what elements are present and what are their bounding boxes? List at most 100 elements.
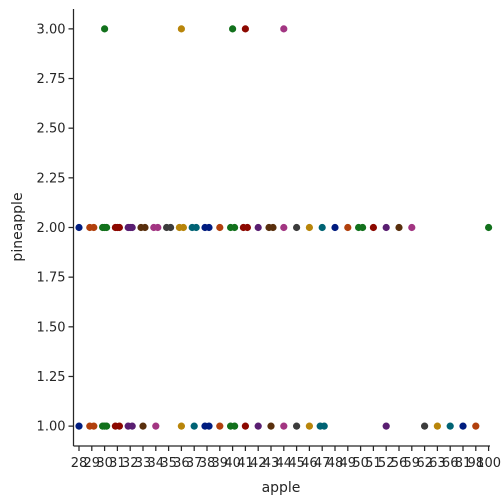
x-tick-label: 62 (416, 456, 433, 471)
x-tick-label: 30 (96, 456, 113, 471)
scatter-point (331, 223, 339, 232)
x-ticks: 2829303132333435363738394041424344454647… (71, 446, 501, 471)
x-tick-label: 42 (250, 456, 267, 471)
x-tick-label: 37 (186, 456, 203, 471)
y-tick-label: 3.00 (37, 22, 66, 37)
scatter-point (115, 422, 123, 430)
scatter-point (205, 223, 213, 232)
scatter-point (177, 422, 185, 430)
scatter-point (115, 223, 123, 232)
scatter-point (192, 223, 200, 232)
scatter-point (216, 422, 224, 430)
scatter-point (101, 25, 109, 33)
x-tick-label: 100 (476, 456, 501, 471)
scatter-point (179, 223, 187, 232)
scatter-point (254, 223, 262, 232)
scatter-point (433, 422, 441, 430)
scatter-point (154, 223, 162, 232)
scatter-point (280, 422, 288, 430)
x-tick-label: 29 (84, 456, 101, 471)
scatter-point (293, 223, 301, 232)
x-axis-label: apple (262, 480, 301, 496)
scatter-point (128, 422, 136, 430)
scatter-point (359, 223, 367, 232)
x-tick-label: 98 (468, 456, 485, 471)
x-tick-label: 66 (442, 456, 459, 471)
scatter-point (167, 223, 175, 232)
scatter-point (103, 422, 111, 430)
scatter-point (421, 422, 429, 430)
scatter-point (205, 422, 213, 430)
scatter-point (90, 223, 98, 232)
y-ticks: 1.00 1.25 1.50 1.75 2.00 2.25 2.50 2.75 3.00 (37, 22, 74, 435)
y-tick-label: 1.00 (37, 420, 66, 435)
scatter-point (269, 223, 277, 232)
y-tick-label: 1.50 (37, 320, 66, 335)
scatter-point (293, 422, 301, 430)
scatter-point (103, 223, 111, 232)
scatter-point (231, 422, 239, 430)
scatter-point (177, 25, 185, 33)
y-tick-label: 1.75 (37, 271, 66, 286)
scatter-point (190, 422, 198, 430)
y-tick-label: 2.25 (37, 171, 66, 186)
x-tick-label: 38 (199, 456, 216, 471)
y-tick-label: 2.75 (37, 72, 66, 87)
scatter-point (395, 223, 403, 232)
y-tick-label: 2.50 (37, 122, 66, 137)
x-tick-label: 31 (109, 456, 126, 471)
scatter-point (472, 422, 480, 430)
scatter-point (231, 223, 239, 232)
x-tick-label: 47 (314, 456, 331, 471)
x-tick-label: 32 (122, 456, 139, 471)
x-tick-label: 52 (378, 456, 395, 471)
x-tick-label: 48 (327, 456, 344, 471)
x-tick-label: 36 (173, 456, 190, 471)
scatter-point (75, 223, 83, 232)
x-tick-label: 49 (340, 456, 357, 471)
y-axis-label: pineapple (10, 192, 26, 261)
scatter-point (446, 422, 454, 430)
scatter-point (75, 422, 83, 430)
x-tick-label: 59 (404, 456, 421, 471)
scatter-point (305, 422, 313, 430)
scatter-point (344, 223, 352, 232)
x-tick-label: 50 (352, 456, 369, 471)
scatter-point (280, 25, 288, 33)
scatter-point (320, 422, 328, 430)
x-tick-label: 51 (365, 456, 382, 471)
scatter-point (267, 422, 275, 430)
x-tick-label: 28 (71, 456, 88, 471)
x-tick-label: 43 (263, 456, 280, 471)
x-tick-label: 46 (301, 456, 318, 471)
x-tick-label: 41 (237, 456, 254, 471)
x-tick-label: 33 (135, 456, 152, 471)
x-tick-label: 40 (224, 456, 241, 471)
points-layer (75, 25, 493, 430)
scatter-point (280, 223, 288, 232)
x-tick-label: 45 (288, 456, 305, 471)
x-tick-label: 39 (212, 456, 229, 471)
scatter-point (241, 422, 249, 430)
scatter-point (305, 223, 313, 232)
x-tick-label: 56 (391, 456, 408, 471)
x-tick-label: 34 (148, 456, 165, 471)
scatter-point (485, 223, 493, 232)
scatter-point (382, 422, 390, 430)
x-tick-label: 44 (276, 456, 293, 471)
scatter-point (152, 422, 160, 430)
y-tick-label: 2.00 (37, 221, 66, 236)
scatter-point (382, 223, 390, 232)
scatter-point (216, 223, 224, 232)
scatter-point (243, 223, 251, 232)
scatter-point (254, 422, 262, 430)
scatter-point (139, 422, 147, 430)
y-tick-label: 1.25 (37, 370, 66, 385)
scatter-point (90, 422, 98, 430)
x-tick-label: 81 (455, 456, 472, 471)
scatter-point (128, 223, 136, 232)
scatter-point (229, 25, 237, 33)
scatter-point (408, 223, 416, 232)
x-tick-label: 63 (429, 456, 446, 471)
